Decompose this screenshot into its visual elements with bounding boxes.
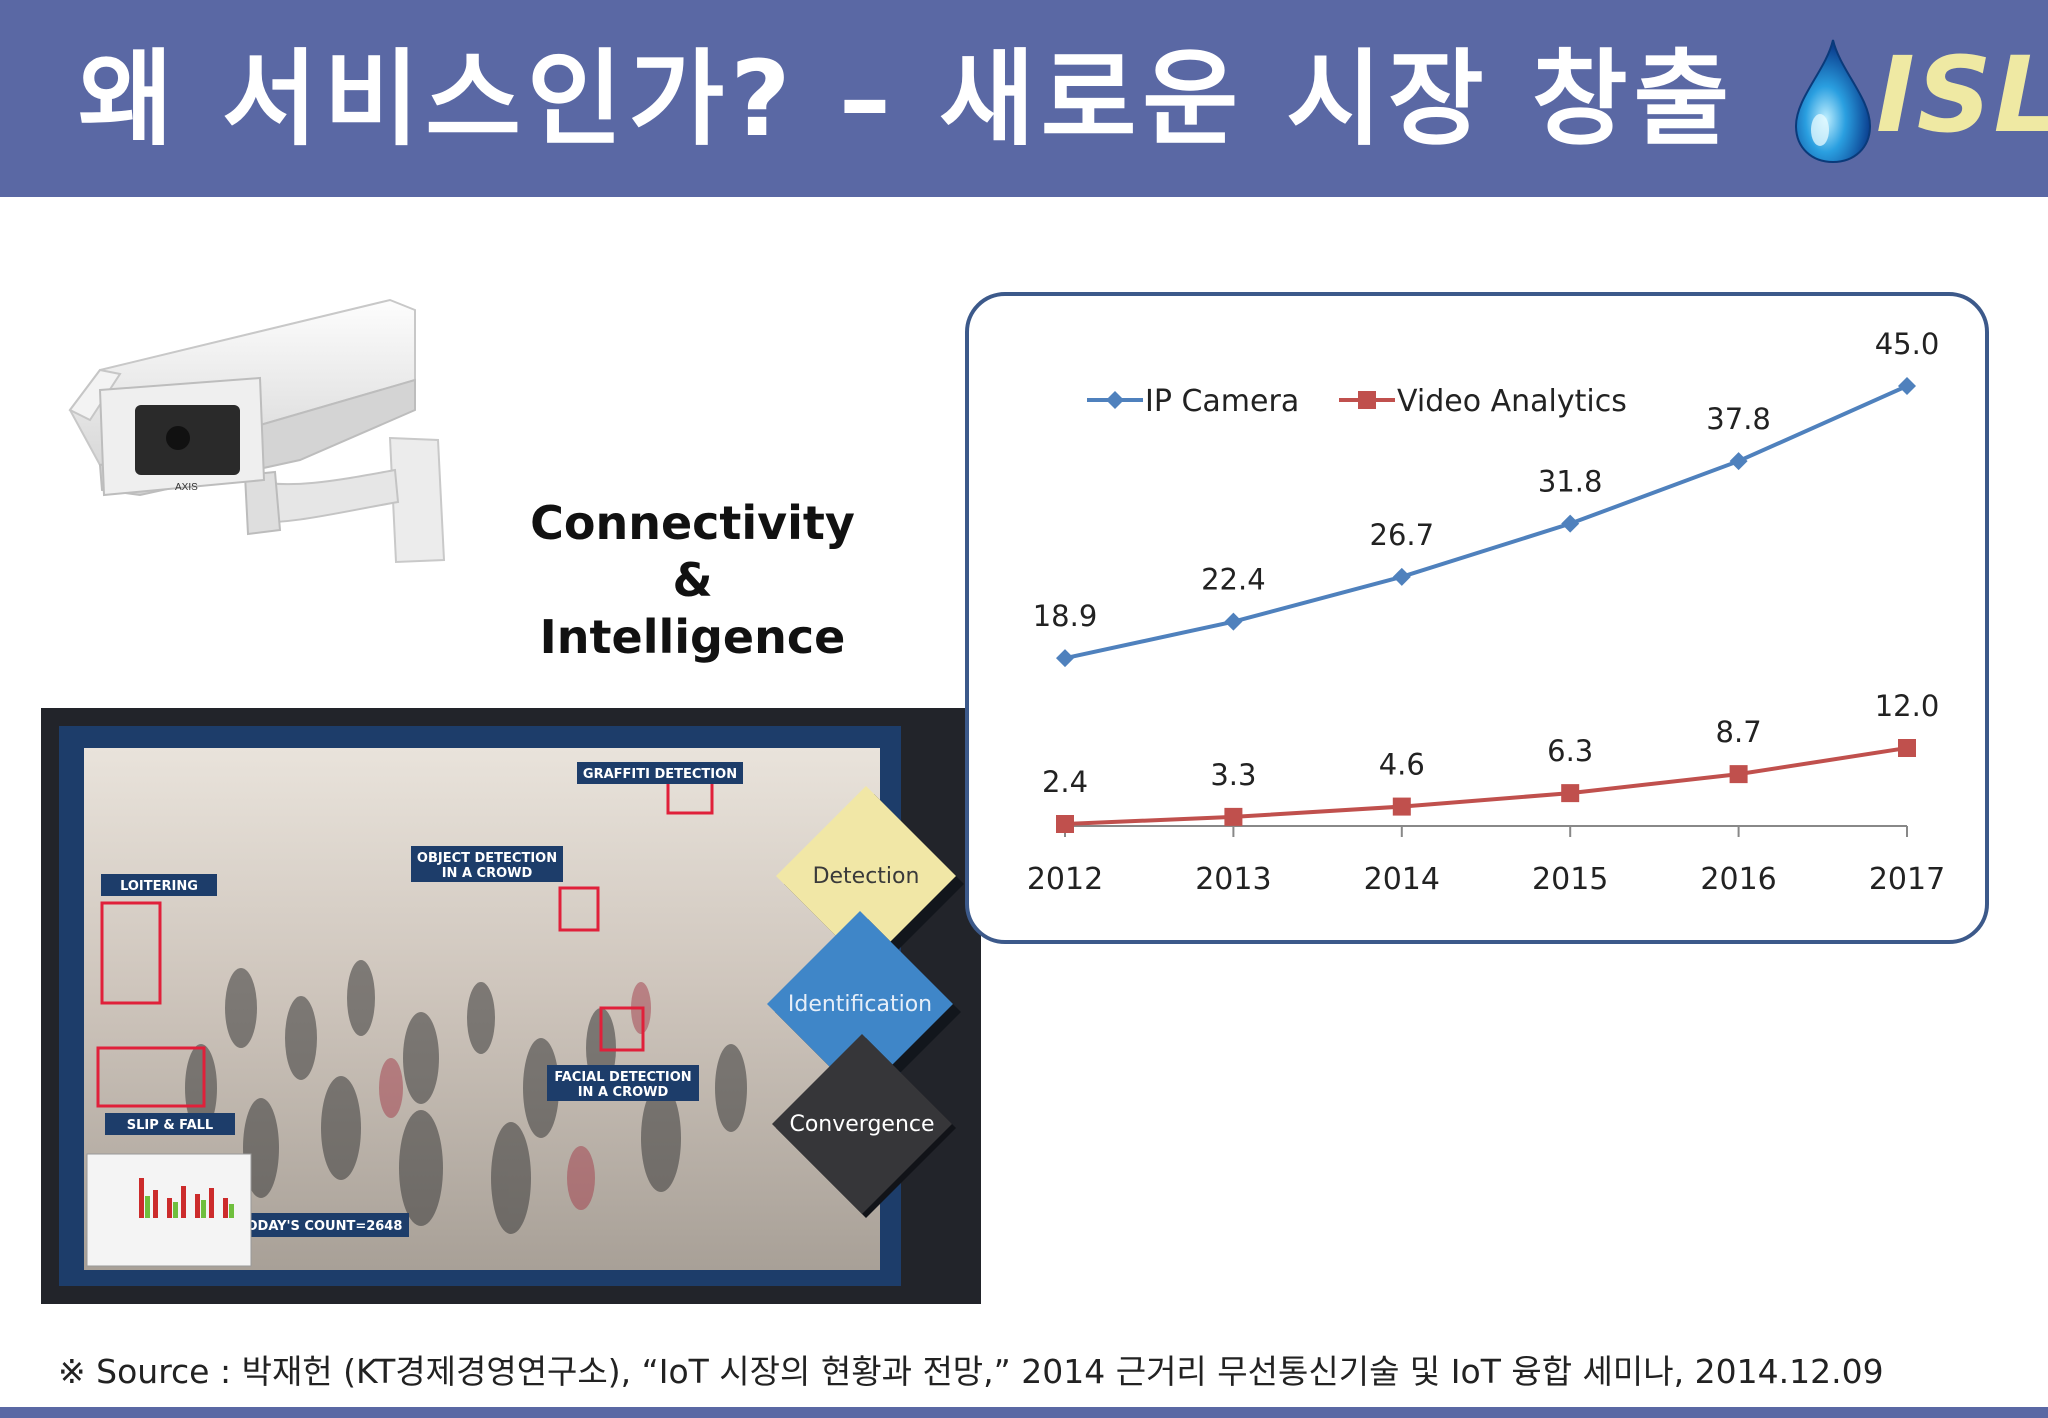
tagline-line: & [672,553,713,607]
data-label: 12.0 [1875,689,1940,723]
data-point [1224,807,1243,826]
object-label-2: IN A CROWD [442,866,533,881]
data-point [1224,612,1243,631]
data-point [1561,514,1580,533]
slip-label: SLIP & FALL [127,1118,213,1133]
data-point [1729,765,1748,784]
tagline-line: Connectivity [530,496,855,550]
data-point [1056,815,1074,833]
source-citation: ※ Source : 박재헌 (KT경제경영연구소), “IoT 시장의 현황과… [58,1352,1884,1391]
data-point [1729,452,1748,471]
data-label: 31.8 [1538,465,1603,499]
object-label-1: OBJECT DETECTION [417,851,557,866]
header-bar: 왜 서비스인가? – 새로운 시장 창출 ISL [0,0,2048,197]
security-camera-image: AXIS [68,298,446,564]
tagline-line: Intelligence [539,610,846,664]
data-label: 8.7 [1716,715,1762,749]
data-point [1056,649,1074,668]
diamond-convergence-label: Convergence [789,1112,934,1137]
market-chart-box: 2012 2013 2014 2015 2016 2017 18.9 22.4 26.7 31.… [965,292,1989,944]
legend-marker [1358,391,1376,409]
line-chart: 2012 2013 2014 2015 2016 2017 18.9 22.4 26.7 31.… [1027,327,1945,897]
legend-marker [1106,391,1124,409]
data-point [1392,567,1411,586]
legend: IP Camera Video Analytics [1087,384,1627,419]
svg-text:AXIS: AXIS [175,482,198,493]
video-analytics-panel: GRAFFITI DETECTION OBJECT DETECTION IN A… [41,708,981,1304]
data-label: 3.3 [1210,758,1256,792]
data-label: 18.9 [1033,599,1098,633]
legend-label: IP Camera [1145,384,1299,419]
series-line [1064,746,1908,826]
analytics-illustration: GRAFFITI DETECTION OBJECT DETECTION IN A… [59,726,964,1286]
x-tick-label: 2012 [1027,862,1103,897]
x-tick-label: 2017 [1869,862,1945,897]
count-label: TODAY'S COUNT=2648 [238,1219,403,1234]
tagline: Connectivity & Intelligence [520,495,865,666]
loitering-label: LOITERING [120,879,198,894]
data-label: 37.8 [1706,402,1771,436]
footer-bar [0,1407,2048,1418]
logo-text: ISL [1876,34,2048,156]
x-axis: 2012 2013 2014 2015 2016 2017 [1027,825,1945,897]
data-point [1561,784,1580,803]
series-line [1064,384,1908,661]
data-label: 4.6 [1379,748,1425,782]
data-point [1898,739,1916,757]
x-tick-label: 2014 [1364,862,1440,897]
isl-logo: ISL [1788,36,2048,166]
data-label: 2.4 [1042,765,1088,799]
facial-label-2: IN A CROWD [578,1085,669,1100]
x-tick-label: 2013 [1195,862,1271,897]
data-label: 6.3 [1547,734,1593,768]
facial-label-1: FACIAL DETECTION [554,1070,691,1085]
series-layer: 18.9 22.4 26.7 31.8 37.8 45.0 2.4 3.3 4.6 6.3 8.7 1… [1033,327,1940,833]
water-drop-icon [1794,39,1872,164]
diamond-detection-label: Detection [813,864,920,889]
x-tick-label: 2016 [1700,862,1776,897]
data-point [1898,377,1916,395]
data-label: 26.7 [1370,518,1435,552]
page-title: 왜 서비스인가? – 새로운 시장 창출 [78,38,1736,160]
diamond-identification-label: Identification [788,992,932,1017]
x-tick-label: 2015 [1532,862,1608,897]
legend-label: Video Analytics [1397,384,1627,419]
data-point [1392,797,1411,816]
graffiti-label: GRAFFITI DETECTION [583,767,737,782]
data-label: 45.0 [1875,327,1940,361]
data-label: 22.4 [1201,563,1266,597]
